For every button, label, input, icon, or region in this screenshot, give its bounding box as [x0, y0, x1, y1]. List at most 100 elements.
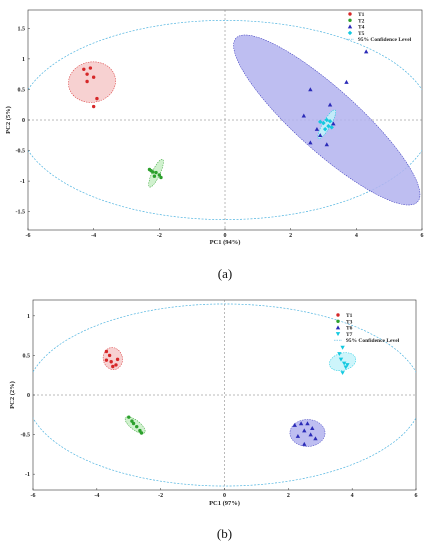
data-point-t5 — [324, 117, 329, 123]
legend-label-t2: T2 — [358, 18, 365, 24]
data-point-t1 — [91, 104, 96, 109]
x-tick-label: -6 — [26, 233, 31, 239]
data-point-t3 — [135, 424, 139, 429]
confidence-ellipse — [28, 20, 422, 220]
y-axis-label: PC2 (2%) — [9, 381, 16, 409]
data-point-t7 — [343, 365, 348, 370]
y-tick-label: -1 — [20, 179, 25, 185]
legend-marker-t3 — [336, 319, 340, 323]
data-point-t2 — [157, 173, 162, 177]
chart-panel-2: -6 -4 -2 0 2 4 6 -1 -0.5 0 0.5 1 PC1 (97%) PC2 (2%) T1… — [9, 299, 418, 541]
data-point-t4 — [308, 140, 313, 145]
data-point-t6 — [298, 421, 304, 426]
chart-panel-1: -6 -4 -2 0 2 4 6 -1.5 -1 -0.5 0 0.5 1 1.5 PC1 (94%) PC2… — [5, 9, 424, 281]
legend-label-t6: T6 — [346, 326, 353, 332]
legend-marker-t1 — [336, 313, 340, 317]
data-point-t4 — [344, 79, 349, 84]
x-tick-label: 6 — [421, 233, 424, 239]
legend-marker-t6 — [335, 325, 341, 330]
x-tick-label: 6 — [415, 493, 418, 499]
y-tick-label: 0.5 — [23, 353, 31, 359]
data-point-t4 — [327, 102, 333, 107]
y-tick-label: 1 — [22, 57, 25, 63]
data-point-t1 — [95, 96, 99, 101]
data-point-t4 — [314, 126, 320, 131]
data-point-t6 — [295, 433, 301, 438]
data-point-t4 — [301, 113, 306, 118]
x-tick-label: 2 — [289, 233, 292, 239]
data-point-t5 — [321, 120, 326, 126]
data-point-t6 — [302, 441, 307, 446]
data-point-t7 — [340, 345, 345, 350]
y-tick-label: 1 — [27, 314, 30, 320]
legend-label-t1: T1 — [358, 12, 365, 18]
data-point-t6 — [310, 426, 315, 431]
legend-label-t4: T4 — [358, 25, 365, 31]
data-point-t6 — [305, 421, 310, 426]
panel-caption: (a) — [218, 266, 232, 281]
plot-frame — [32, 299, 417, 491]
x-tick-label: -6 — [31, 493, 36, 499]
y-tick-label: -0.5 — [21, 433, 31, 439]
data-point-t1 — [111, 364, 115, 369]
data-point-t3 — [127, 415, 131, 419]
y-tick-label: 0 — [27, 393, 30, 399]
data-point-t1 — [85, 79, 89, 84]
data-point-t2 — [149, 169, 153, 173]
data-point-t3 — [131, 421, 136, 426]
y-tick-label: 0.5 — [18, 87, 26, 93]
data-point-t2 — [152, 174, 157, 178]
data-point-t1 — [115, 357, 120, 362]
x-tick-label: -4 — [91, 233, 96, 239]
data-point-t6 — [308, 432, 313, 437]
y-tick-label: -1 — [25, 472, 30, 478]
legend-label-confidence: 95% Confidence Level — [358, 37, 412, 43]
confidence-ellipse — [33, 303, 416, 487]
x-tick-label: -2 — [158, 493, 163, 499]
data-point-t2 — [154, 170, 158, 175]
x-tick-label: 0 — [224, 233, 227, 239]
data-point-t6 — [313, 436, 318, 441]
y-tick-label: 0 — [22, 118, 25, 124]
x-axis-label: PC1 (94%) — [210, 239, 241, 246]
x-tick-label: 4 — [355, 233, 358, 239]
data-point-t1 — [85, 72, 89, 76]
plot-area — [28, 10, 422, 230]
data-point-t4 — [318, 133, 323, 138]
x-tick-label: 4 — [351, 493, 354, 499]
legend-label-t3: T3 — [346, 319, 353, 325]
legend-label-confidence: 95% Confidence Level — [346, 338, 400, 344]
panel-caption: (b) — [217, 526, 232, 541]
plot-area — [33, 300, 416, 490]
data-point-t6 — [292, 422, 297, 427]
y-tick-label: 1.5 — [18, 26, 26, 32]
data-point-t7 — [345, 363, 350, 368]
y-tick-label: -0.5 — [16, 149, 26, 155]
x-tick-label: 2 — [287, 493, 290, 499]
legend-marker-t7 — [335, 332, 341, 337]
legend-marker-t1 — [348, 12, 352, 16]
x-tick-label: -2 — [157, 233, 162, 239]
legend-label-t5: T5 — [358, 31, 365, 37]
data-point-t5 — [329, 125, 334, 130]
y-axis-label: PC2 (5%) — [5, 106, 12, 134]
y-tick-label: -1.5 — [16, 210, 26, 216]
legend-marker-t4 — [347, 24, 353, 29]
x-tick-label: 0 — [223, 493, 226, 499]
data-point-t1 — [104, 349, 109, 354]
legend-marker-t5 — [347, 30, 353, 36]
legend-label-t1: T1 — [346, 313, 353, 319]
data-point-t1 — [104, 358, 109, 362]
data-point-t5 — [327, 119, 333, 124]
data-point-t7 — [337, 352, 342, 357]
data-point-t2 — [159, 175, 163, 180]
legend-marker-t2 — [348, 18, 352, 22]
data-point-t7 — [341, 361, 347, 366]
data-point-t7 — [338, 357, 344, 362]
data-point-t6 — [302, 428, 307, 433]
data-point-t4 — [324, 142, 329, 147]
data-point-t5 — [322, 126, 328, 132]
